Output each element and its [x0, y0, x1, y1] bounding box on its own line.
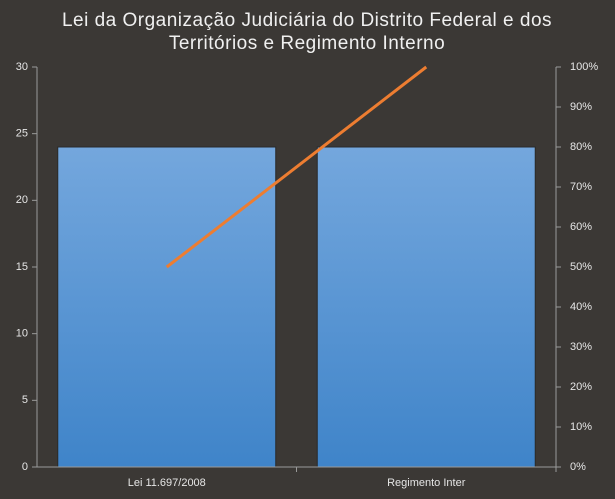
y2-tick-label: 70% [570, 181, 592, 193]
y2-tick-label: 40% [570, 301, 592, 313]
bar [316, 146, 536, 468]
y2-tick-label: 50% [570, 261, 592, 273]
x-tick-label: Lei 11.697/2008 [128, 477, 206, 489]
y-tick-label: 15 [16, 261, 28, 273]
chart-title: Territórios e Regimento Interno [169, 33, 445, 54]
y2-tick-label: 30% [570, 341, 592, 353]
y-tick-label: 20 [16, 194, 28, 206]
y2-tick-label: 80% [570, 141, 592, 153]
y2-tick-label: 90% [570, 101, 592, 113]
line [165, 65, 428, 269]
y2-tick-label: 100% [570, 61, 598, 73]
y2-tick-label: 60% [570, 221, 592, 233]
x-tick-label: Regimento Inter [387, 477, 466, 489]
y2-tick-label: 0% [570, 461, 586, 473]
bar [57, 146, 277, 468]
y-tick-label: 30 [16, 61, 28, 73]
chart-title: Lei da Organização Judiciária do Distrit… [62, 10, 552, 31]
y-tick-label: 25 [16, 128, 28, 140]
y-tick-label: 10 [16, 328, 28, 340]
y2-tick-label: 20% [570, 381, 592, 393]
y-tick-label: 5 [22, 394, 28, 406]
y2-tick-label: 10% [570, 421, 592, 433]
y-tick-label: 0 [22, 461, 28, 473]
